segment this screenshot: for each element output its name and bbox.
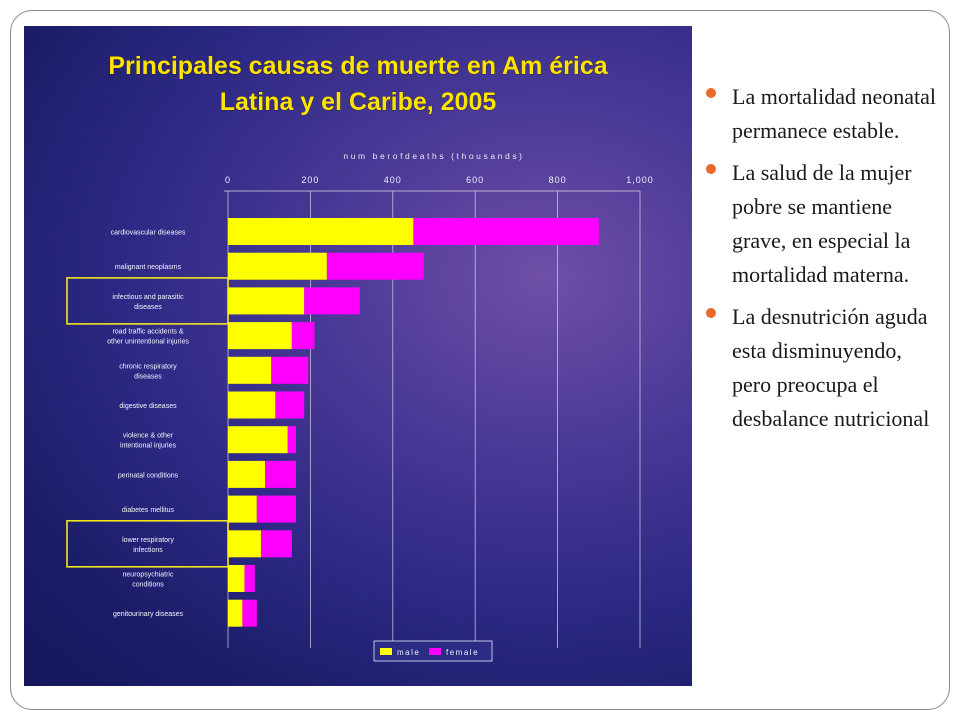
bar-female [260, 530, 292, 558]
bullet-marker [706, 308, 716, 318]
x-tick-label: 200 [301, 175, 319, 185]
category-label: malignant neoplasms [115, 264, 182, 271]
bar-female [291, 322, 315, 350]
legend-label-male: male [397, 648, 420, 657]
bar-male [228, 460, 266, 488]
bar-female [287, 426, 296, 454]
bar-female [256, 495, 296, 523]
bar-female [244, 565, 255, 592]
bar-male [228, 530, 261, 558]
bullet-marker [706, 164, 716, 174]
category-label: infectious and parasitic [112, 294, 184, 301]
chart-panel: Principales causas de muerte en Am érica… [24, 26, 692, 686]
category-label: intentional injuries [120, 443, 177, 450]
bar-male [228, 565, 245, 592]
bar-male [228, 252, 327, 280]
bullet-item: La mortalidad neonatal permanece estable… [706, 80, 938, 148]
bar-male [228, 322, 292, 350]
bar-female [265, 460, 296, 488]
x-tick-label: 600 [466, 175, 484, 185]
legend-swatch-female [429, 648, 441, 655]
bar-female [304, 287, 360, 315]
bullet-text: La desnutrición aguda esta disminuyendo,… [732, 304, 930, 431]
bar-female [271, 356, 309, 384]
x-tick-label: 1,000 [626, 175, 654, 185]
x-tick-label: 0 [225, 175, 231, 185]
bullet-text: La mortalidad neonatal permanece estable… [732, 84, 937, 143]
legend-label-female: female [446, 648, 479, 657]
category-label: diabetes mellitus [122, 507, 175, 514]
bar-chart: Principales causas de muerte en Am érica… [66, 52, 654, 662]
bullet-item: La salud de la mujer pobre se mantiene g… [706, 156, 938, 292]
category-label: infections [133, 547, 163, 554]
bar-male [228, 599, 243, 627]
bar-male [228, 356, 272, 384]
category-label: diseases [134, 373, 162, 380]
category-label: other unintentional injuries [107, 339, 189, 346]
bar-male [228, 218, 414, 245]
bar-female [326, 252, 424, 280]
bar-female [413, 218, 599, 245]
category-label: road traffic accidents & [112, 329, 183, 336]
bullet-list: La mortalidad neonatal permanece estable… [706, 80, 938, 444]
chart-title-line: Latina y el Caribe, 2005 [220, 88, 497, 116]
x-axis-label: num berofdeaths (thousands) [343, 151, 524, 161]
category-label: perinatal conditions [118, 472, 179, 479]
category-label: conditions [132, 582, 164, 589]
bar-female [242, 599, 257, 627]
chart-title-line: Principales causas de muerte en Am érica [108, 52, 608, 80]
category-label: diseases [134, 304, 162, 311]
bullet-text: La salud de la mujer pobre se mantiene g… [732, 160, 912, 287]
legend-swatch-male [380, 648, 392, 655]
category-label: chronic respiratory [119, 363, 177, 370]
x-tick-label: 400 [384, 175, 402, 185]
bar-male [228, 287, 305, 315]
category-label: lower respiratory [122, 537, 174, 544]
bar-male [228, 426, 288, 454]
x-tick-label: 800 [549, 175, 567, 185]
bar-male [228, 495, 257, 523]
bullet-marker [706, 88, 716, 98]
category-label: cardiovascular diseases [111, 230, 186, 237]
category-label: violence & other [123, 433, 174, 440]
bar-male [228, 391, 276, 419]
bullet-item: La desnutrición aguda esta disminuyendo,… [706, 300, 938, 436]
category-label: digestive diseases [119, 403, 177, 410]
bar-female [275, 391, 305, 419]
category-label: neuropsychiatric [123, 572, 174, 579]
category-label: genitourinary diseases [113, 611, 184, 618]
